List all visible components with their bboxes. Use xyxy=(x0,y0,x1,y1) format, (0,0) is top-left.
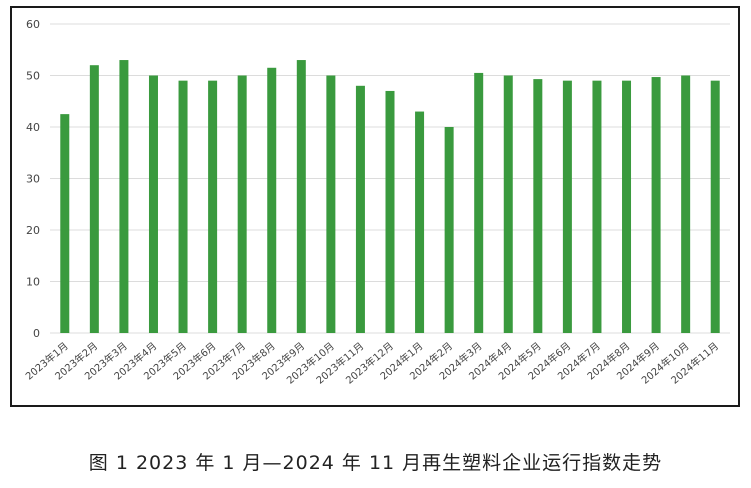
x-tick-label: 2024年11月 xyxy=(668,339,721,386)
bar xyxy=(503,75,513,333)
y-tick-label: 10 xyxy=(26,276,40,289)
bar xyxy=(148,75,158,333)
y-tick-label: 60 xyxy=(26,18,40,31)
bar xyxy=(681,75,691,333)
bar xyxy=(444,127,454,333)
bar xyxy=(622,80,632,334)
figure-caption: 图 1 2023 年 1 月—2024 年 11 月再生塑料企业运行指数走势 xyxy=(88,452,663,474)
bar xyxy=(385,90,395,333)
bar xyxy=(710,80,720,334)
bar xyxy=(355,85,365,333)
bar-chart: 01020304050602023年1月2023年2月2023年3月2023年4… xyxy=(23,18,730,387)
bar xyxy=(562,80,572,334)
bar xyxy=(651,77,661,333)
bar xyxy=(237,75,247,333)
bar xyxy=(533,79,543,333)
y-tick-label: 50 xyxy=(26,70,40,83)
bar xyxy=(296,60,306,334)
chart-frame: 0 10 20 30 40 50 60 2023年1月 2023年2月 2023年3月 2023年4… xyxy=(10,6,740,407)
bar xyxy=(208,80,218,334)
bar xyxy=(89,65,99,333)
bar xyxy=(60,114,70,333)
bar xyxy=(415,111,425,333)
bar xyxy=(474,72,484,334)
bar xyxy=(326,75,336,333)
bar xyxy=(592,80,602,334)
y-tick-label: 40 xyxy=(26,121,40,134)
bar xyxy=(267,67,277,334)
bar xyxy=(178,80,188,334)
y-tick-label: 30 xyxy=(26,173,40,186)
y-tick-label: 20 xyxy=(26,224,40,237)
y-tick-label: 0 xyxy=(33,327,40,340)
bar xyxy=(119,60,129,334)
